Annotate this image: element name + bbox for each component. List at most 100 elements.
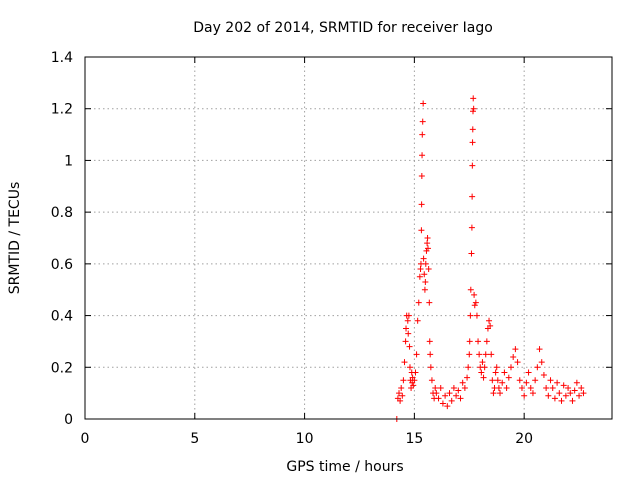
data-point bbox=[426, 338, 433, 345]
data-point bbox=[437, 384, 444, 391]
data-point bbox=[461, 384, 468, 391]
data-point bbox=[470, 105, 477, 112]
y-axis-label: SRMTID / TECUs bbox=[7, 182, 23, 295]
data-point bbox=[420, 255, 427, 262]
data-point bbox=[411, 377, 418, 384]
data-point bbox=[469, 162, 476, 169]
data-point bbox=[576, 392, 583, 399]
data-point bbox=[507, 364, 514, 371]
x-tick-label: 0 bbox=[81, 431, 90, 447]
data-point bbox=[547, 377, 554, 384]
data-point bbox=[425, 266, 432, 273]
data-point bbox=[471, 302, 478, 309]
data-point bbox=[549, 384, 556, 391]
data-point bbox=[512, 346, 519, 353]
data-point bbox=[540, 372, 547, 379]
data-point bbox=[465, 364, 472, 371]
data-point bbox=[487, 322, 494, 329]
data-point bbox=[455, 387, 462, 394]
chart-title: Day 202 of 2014, SRMTID for receiver Iag… bbox=[193, 20, 493, 36]
data-point bbox=[571, 387, 578, 394]
data-point bbox=[569, 397, 576, 404]
data-point bbox=[397, 397, 404, 404]
data-point bbox=[421, 286, 428, 293]
data-point bbox=[471, 291, 478, 298]
data-point bbox=[573, 379, 580, 386]
data-point bbox=[466, 351, 473, 358]
data-point bbox=[418, 172, 425, 179]
data-point bbox=[424, 235, 431, 241]
data-point bbox=[480, 374, 487, 381]
x-tick-label: 15 bbox=[405, 431, 423, 447]
data-point bbox=[534, 364, 541, 371]
data-point bbox=[422, 260, 429, 267]
y-tick-label: 0.6 bbox=[51, 257, 73, 273]
data-point bbox=[439, 400, 446, 407]
data-point bbox=[475, 338, 482, 345]
data-point bbox=[538, 359, 545, 366]
data-point bbox=[486, 317, 493, 324]
data-point bbox=[398, 384, 405, 391]
data-points bbox=[393, 95, 587, 422]
data-point bbox=[433, 390, 440, 397]
data-point bbox=[554, 379, 561, 386]
data-point bbox=[412, 369, 419, 376]
data-point bbox=[432, 384, 439, 391]
data-point bbox=[410, 382, 417, 389]
data-point bbox=[419, 118, 426, 125]
data-point bbox=[418, 227, 425, 234]
data-point bbox=[567, 390, 574, 397]
data-point bbox=[405, 312, 412, 319]
data-point bbox=[470, 108, 477, 115]
data-point bbox=[499, 379, 506, 386]
data-point bbox=[448, 397, 455, 404]
data-point bbox=[467, 286, 474, 293]
data-point bbox=[473, 312, 480, 319]
data-point bbox=[459, 379, 466, 386]
x-tick-label: 10 bbox=[296, 431, 314, 447]
data-point bbox=[399, 392, 406, 399]
y-tick-label: 1 bbox=[64, 153, 73, 169]
axis-ticks bbox=[84, 56, 612, 420]
data-point bbox=[469, 126, 476, 133]
x-tick-labels: 0 5 10 15 20 bbox=[81, 431, 534, 447]
y-tick-label: 1.2 bbox=[51, 102, 73, 118]
y-tick-label: 0 bbox=[64, 412, 73, 428]
data-point bbox=[494, 377, 501, 384]
data-point bbox=[469, 139, 476, 146]
data-point bbox=[532, 377, 539, 384]
data-point bbox=[527, 384, 534, 391]
data-point bbox=[518, 384, 525, 391]
data-point bbox=[479, 359, 486, 366]
data-point bbox=[414, 317, 421, 324]
data-point bbox=[478, 369, 485, 376]
y-tick-label: 1.4 bbox=[51, 50, 73, 66]
data-point bbox=[420, 100, 427, 107]
data-point bbox=[578, 384, 585, 391]
y-tick-labels: 0 0.2 0.4 0.6 0.8 1 1.2 1.4 bbox=[51, 50, 73, 428]
data-point bbox=[556, 390, 563, 397]
data-point bbox=[446, 390, 453, 397]
data-point bbox=[427, 364, 434, 371]
data-point bbox=[442, 392, 449, 399]
data-point bbox=[545, 392, 552, 399]
data-point bbox=[558, 397, 565, 404]
data-point bbox=[424, 240, 431, 247]
data-point bbox=[435, 395, 442, 402]
data-point bbox=[405, 330, 412, 337]
data-point bbox=[482, 351, 489, 358]
data-point bbox=[426, 299, 433, 306]
data-point bbox=[470, 95, 477, 102]
data-point bbox=[450, 384, 457, 391]
data-point bbox=[402, 338, 409, 345]
data-point bbox=[476, 351, 483, 358]
y-tick-label: 0.8 bbox=[51, 205, 73, 221]
x-tick-label: 5 bbox=[190, 431, 199, 447]
plot-frame bbox=[84, 56, 613, 420]
data-point bbox=[418, 201, 425, 208]
data-point bbox=[457, 395, 464, 402]
data-point bbox=[501, 369, 508, 376]
data-point bbox=[415, 299, 422, 306]
data-point bbox=[505, 374, 512, 381]
